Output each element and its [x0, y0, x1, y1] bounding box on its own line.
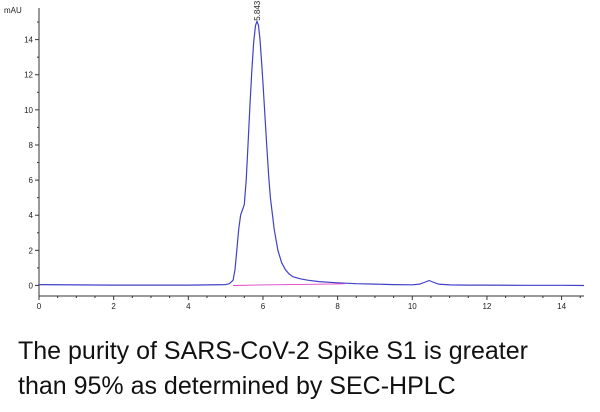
- caption-line-2: than 95% as determined by SEC-HPLC: [18, 372, 456, 400]
- x-tick-label: 14: [557, 302, 566, 311]
- signal-trace: [38, 20, 585, 287]
- y-tick-label: 12: [24, 71, 33, 80]
- y-tick-label: 14: [24, 36, 33, 45]
- baseline-trace: [233, 283, 346, 286]
- y-unit-label: mAU: [4, 6, 22, 15]
- y-tick-label: 10: [24, 106, 33, 115]
- y-tick-label: 4: [29, 211, 34, 220]
- axes: [38, 8, 584, 297]
- x-tick-label: 6: [261, 302, 266, 311]
- y-tick-label: 0: [29, 281, 34, 290]
- x-tick-label: 0: [37, 302, 42, 311]
- x-tick-label: 10: [408, 302, 417, 311]
- x-tick-label: 2: [111, 302, 116, 311]
- tick-marks: [35, 21, 581, 300]
- y-tick-label: 2: [29, 246, 34, 255]
- tick-labels: 0 2 4 6 8 10 12 14 0 2 4 6 8 10 12 14: [24, 36, 567, 311]
- y-tick-label: 6: [29, 176, 34, 185]
- x-tick-label: 12: [482, 302, 491, 311]
- y-tick-label: 8: [29, 141, 34, 150]
- x-tick-label: 8: [335, 302, 340, 311]
- x-tick-label: 4: [186, 302, 191, 311]
- caption-line-1: The purity of SARS-CoV-2 Spike S1 is gre…: [18, 337, 528, 365]
- peak-label: 5.843: [253, 0, 262, 21]
- series-lines: [38, 20, 585, 287]
- caption: The purity of SARS-CoV-2 Spike S1 is gre…: [18, 334, 598, 404]
- chromatogram-chart: 0 2 4 6 8 10 12 14 0 2 4 6 8 10 12 14 mAU 5.843: [4, 0, 585, 311]
